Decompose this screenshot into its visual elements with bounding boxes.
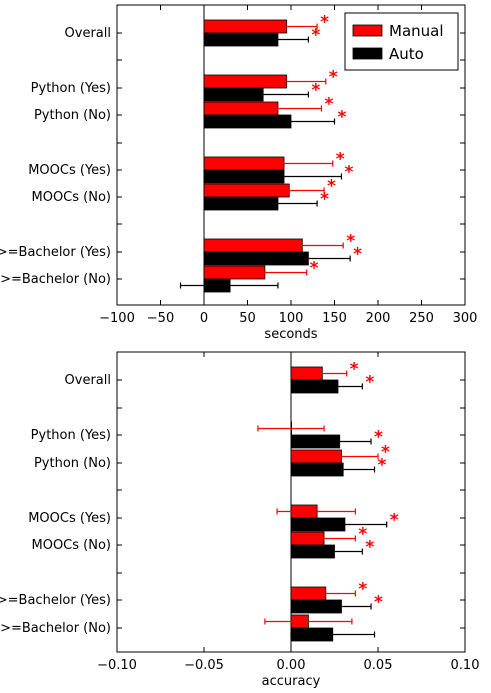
significance-star-auto-moocs-yes: *: [344, 163, 353, 183]
x-tick-label: −100: [99, 311, 135, 326]
significance-star-manual-moocs-yes: *: [336, 150, 345, 170]
category-label-moocs-yes: MOOCs (Yes): [28, 163, 111, 178]
significance-star-auto-bachelor-yes: *: [374, 593, 383, 613]
x-tick-label: −0.05: [184, 658, 224, 673]
significance-star-manual-bachelor-yes: *: [358, 580, 367, 600]
significance-star-manual-python-no: *: [381, 443, 390, 463]
significance-star-auto-python-no: *: [338, 108, 347, 128]
x-tick-label: 0: [200, 311, 208, 326]
x-tick-label: 0.05: [364, 658, 393, 673]
legend-box: [344, 12, 459, 71]
significance-star-auto-python-yes: *: [311, 81, 320, 101]
x-tick-label: −0.10: [97, 658, 137, 673]
significance-star-auto-moocs-no: *: [320, 190, 329, 210]
significance-star-manual-overall: *: [350, 360, 359, 380]
x-tick-label: 100: [279, 311, 304, 326]
category-label-python-yes: Python (Yes): [31, 428, 111, 443]
x-tick-label: 200: [366, 311, 391, 326]
legend-swatch-auto: [352, 47, 383, 60]
significance-star-manual-bachelor-no: *: [310, 259, 319, 279]
category-label-bachelor-yes: >=Bachelor (Yes): [0, 245, 111, 260]
category-label-moocs-no: MOOCs (No): [32, 190, 112, 205]
significance-star-manual-python-no: *: [324, 95, 333, 115]
category-label-bachelor-no: >=Bachelor (No): [0, 621, 111, 636]
category-label-bachelor-yes: >=Bachelor (Yes): [0, 593, 111, 608]
legend: Manual Auto: [344, 12, 459, 71]
x-tick-label: −50: [147, 311, 174, 326]
significance-star-auto-overall: *: [311, 26, 320, 46]
x-tick-label: 250: [409, 311, 434, 326]
x-tick-label: 0.10: [451, 658, 480, 673]
category-label-python-no: Python (No): [34, 456, 111, 471]
significance-star-auto-python-no: *: [378, 456, 387, 476]
category-label-moocs-yes: MOOCs (Yes): [28, 511, 111, 526]
significance-star-auto-moocs-no: *: [365, 538, 374, 558]
accuracy-chart: −0.10 −0.05 0.00 0.05 0.10 accuracy Overall Pyt…: [0, 351, 480, 689]
legend-swatch-manual: [352, 24, 383, 37]
significance-star-manual-python-yes: *: [329, 68, 338, 88]
legend-label-auto: Auto: [389, 45, 424, 63]
significance-star-auto-bachelor-yes: *: [353, 245, 362, 265]
x-tick-label: 50: [239, 311, 256, 326]
x-axis-title: accuracy: [262, 674, 321, 689]
significance-star-auto-moocs-yes: *: [390, 511, 399, 531]
significance-star-manual-moocs-no: *: [358, 525, 367, 545]
significance-star-auto-overall: *: [365, 373, 374, 393]
category-label-bachelor-no: >=Bachelor (No): [0, 272, 111, 287]
category-label-python-no: Python (No): [34, 108, 111, 123]
x-tick-label: 150: [322, 311, 347, 326]
category-label-overall: Overall: [65, 373, 111, 388]
x-tick-label: 300: [453, 311, 478, 326]
significance-star-auto-python-yes: *: [374, 428, 383, 448]
x-axis-title: seconds: [264, 327, 317, 342]
significance-star-manual-moocs-no: *: [327, 177, 336, 197]
category-label-python-yes: Python (Yes): [31, 81, 111, 96]
category-label-moocs-no: MOOCs (No): [32, 538, 112, 553]
significance-star-manual-bachelor-yes: *: [346, 232, 355, 252]
significance-star-manual-overall: *: [320, 13, 329, 33]
legend-label-manual: Manual: [389, 22, 444, 40]
x-tick-label: 0.00: [277, 658, 306, 673]
category-label-overall: Overall: [65, 26, 111, 41]
